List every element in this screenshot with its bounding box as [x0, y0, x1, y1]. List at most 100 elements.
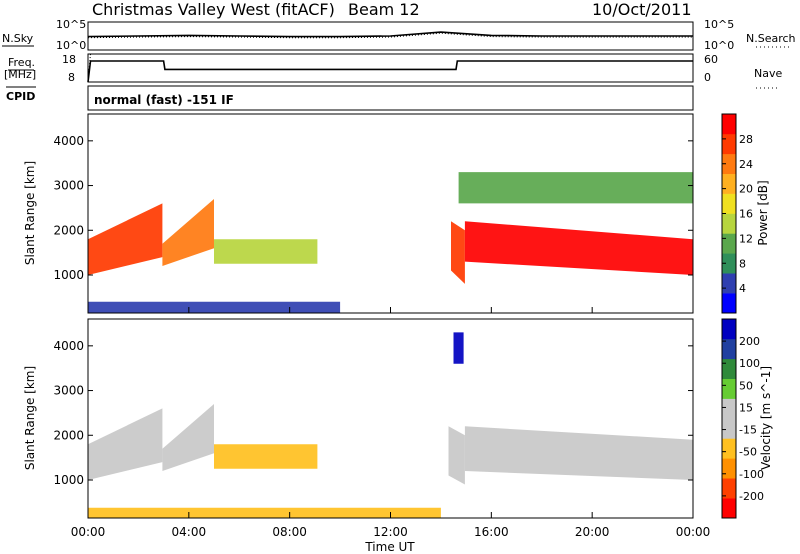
cpid-value: normal (fast) -151 IF	[94, 93, 234, 107]
series-line	[87, 31, 693, 38]
cpid-panel	[87, 85, 694, 111]
colorbar-tick-label: 28	[739, 133, 753, 146]
colorbar-segment	[722, 114, 736, 135]
colorbar-segment	[722, 378, 736, 399]
scatter-region	[162, 404, 214, 471]
colorbar-tick-label: 200	[739, 335, 760, 348]
nsky-label: N.Sky	[2, 32, 34, 45]
noise-right-tick-top: 10^5	[704, 18, 734, 31]
colorbar-segment	[722, 133, 736, 155]
velocity-panel	[87, 318, 694, 519]
noise-left-tick-top: 10^5	[56, 18, 86, 31]
y-tick-label: 2000	[53, 428, 84, 442]
power-panel	[87, 113, 694, 314]
scatter-region	[464, 426, 693, 480]
colorbar-segment	[722, 193, 736, 214]
colorbar-tick-label: 12	[739, 232, 753, 245]
colorbar-tick-label: 100	[739, 357, 760, 370]
x-tick-label: 00:00	[71, 525, 106, 539]
colorbar-segment	[722, 498, 736, 519]
colorbar-segment	[722, 273, 736, 294]
scatter-region	[88, 203, 163, 275]
series-line	[87, 60, 693, 83]
x-tick-label: 16:00	[474, 525, 509, 539]
colorbar-segment	[722, 293, 736, 314]
scatter-region	[162, 199, 214, 266]
noise-right-tick-bottom: 10^0	[704, 39, 734, 52]
power-y-axis-label: Slant Range [km]	[23, 161, 37, 265]
y-tick-label: 1000	[53, 268, 84, 282]
cpid-label: CPID	[6, 90, 35, 103]
velocity-colorbar-label: Velocity [m s^-1]	[759, 366, 773, 470]
colorbar-segment	[722, 438, 736, 459]
velocity-y-ticks: 1000 2000 3000 4000	[53, 339, 693, 487]
colorbar-tick-label: 50	[739, 379, 753, 392]
colorbar-tick-label: 4	[739, 282, 746, 295]
scatter-region	[458, 172, 693, 204]
colorbar-tick-label: 20	[739, 183, 753, 196]
colorbar-segment	[722, 458, 736, 479]
scatter-region	[88, 408, 163, 480]
freq-tick-bottom: 8	[68, 71, 75, 84]
nsearch-label: N.Search	[746, 32, 796, 45]
colorbar-segment	[722, 418, 736, 439]
colorbar-segment	[722, 478, 736, 499]
colorbar-segment	[722, 319, 736, 340]
scatter-region	[464, 221, 693, 275]
freq-tick-top: 18	[62, 53, 76, 66]
colorbar-tick-label: 16	[739, 208, 753, 221]
colorbar-tick-label: -50	[739, 446, 757, 459]
colorbar-tick-label: 15	[739, 401, 753, 414]
x-axis-label: Time UT	[364, 540, 415, 554]
colorbar-tick-label: 24	[739, 158, 753, 171]
colorbar-segment	[722, 213, 736, 234]
scatter-region	[448, 426, 465, 485]
date-label: 10/Oct/2011	[592, 0, 692, 19]
nave-label: Nave	[754, 67, 782, 80]
velocity-data	[88, 332, 693, 518]
power-y-ticks: 1000 2000 3000 4000	[53, 134, 693, 282]
x-tick-label: 00:00	[676, 525, 711, 539]
freq-label: Freq.	[8, 56, 35, 69]
x-tick-label: 12:00	[373, 525, 408, 539]
power-colorbar-label: Power [dB]	[756, 180, 770, 245]
colorbar-segment	[722, 358, 736, 379]
noise-left-tick-bottom: 10^0	[56, 39, 86, 52]
x-tick-label: 04:00	[172, 525, 207, 539]
colorbar-segment	[722, 253, 736, 274]
y-tick-label: 3000	[53, 179, 84, 193]
freq-lines	[87, 53, 693, 83]
colorbar-segment	[722, 153, 736, 174]
colorbar-frame	[721, 318, 737, 519]
scatter-region	[214, 239, 318, 264]
colorbar-segment	[722, 398, 736, 419]
series-line	[87, 53, 693, 83]
nave-tick-bottom: 0	[704, 71, 711, 84]
station-title: Christmas Valley West (fitACF)	[92, 0, 335, 19]
colorbar-segment	[722, 338, 736, 360]
colorbar-tick-label: 8	[739, 257, 746, 270]
colorbar-segment	[722, 233, 736, 254]
series-line	[87, 32, 693, 39]
y-tick-label: 4000	[53, 134, 84, 148]
scatter-region	[451, 221, 465, 284]
beam-label: Beam 12	[348, 0, 420, 19]
power-data	[88, 172, 693, 313]
freq-unit: [MHz]	[4, 68, 36, 81]
y-tick-label: 2000	[53, 223, 84, 237]
scatter-region	[88, 507, 441, 518]
y-tick-label: 3000	[53, 384, 84, 398]
y-tick-label: 4000	[53, 339, 84, 353]
y-tick-label: 1000	[53, 473, 84, 487]
frequency-panel	[87, 53, 694, 83]
velocity-colorbar: -200 -100 -50 -15 15 50 100 200	[721, 318, 764, 519]
colorbar-tick-label: -15	[739, 424, 757, 437]
x-tick-label: 08:00	[272, 525, 307, 539]
velocity-y-axis-label: Slant Range [km]	[23, 366, 37, 470]
scatter-region	[88, 301, 341, 313]
time-x-ticks: 00:00 04:00 08:00 12:00 16:00 20:00 00:00	[71, 307, 711, 539]
power-colorbar: 4 8 12 16 20 24 28	[721, 113, 753, 314]
x-tick-label: 20:00	[575, 525, 610, 539]
